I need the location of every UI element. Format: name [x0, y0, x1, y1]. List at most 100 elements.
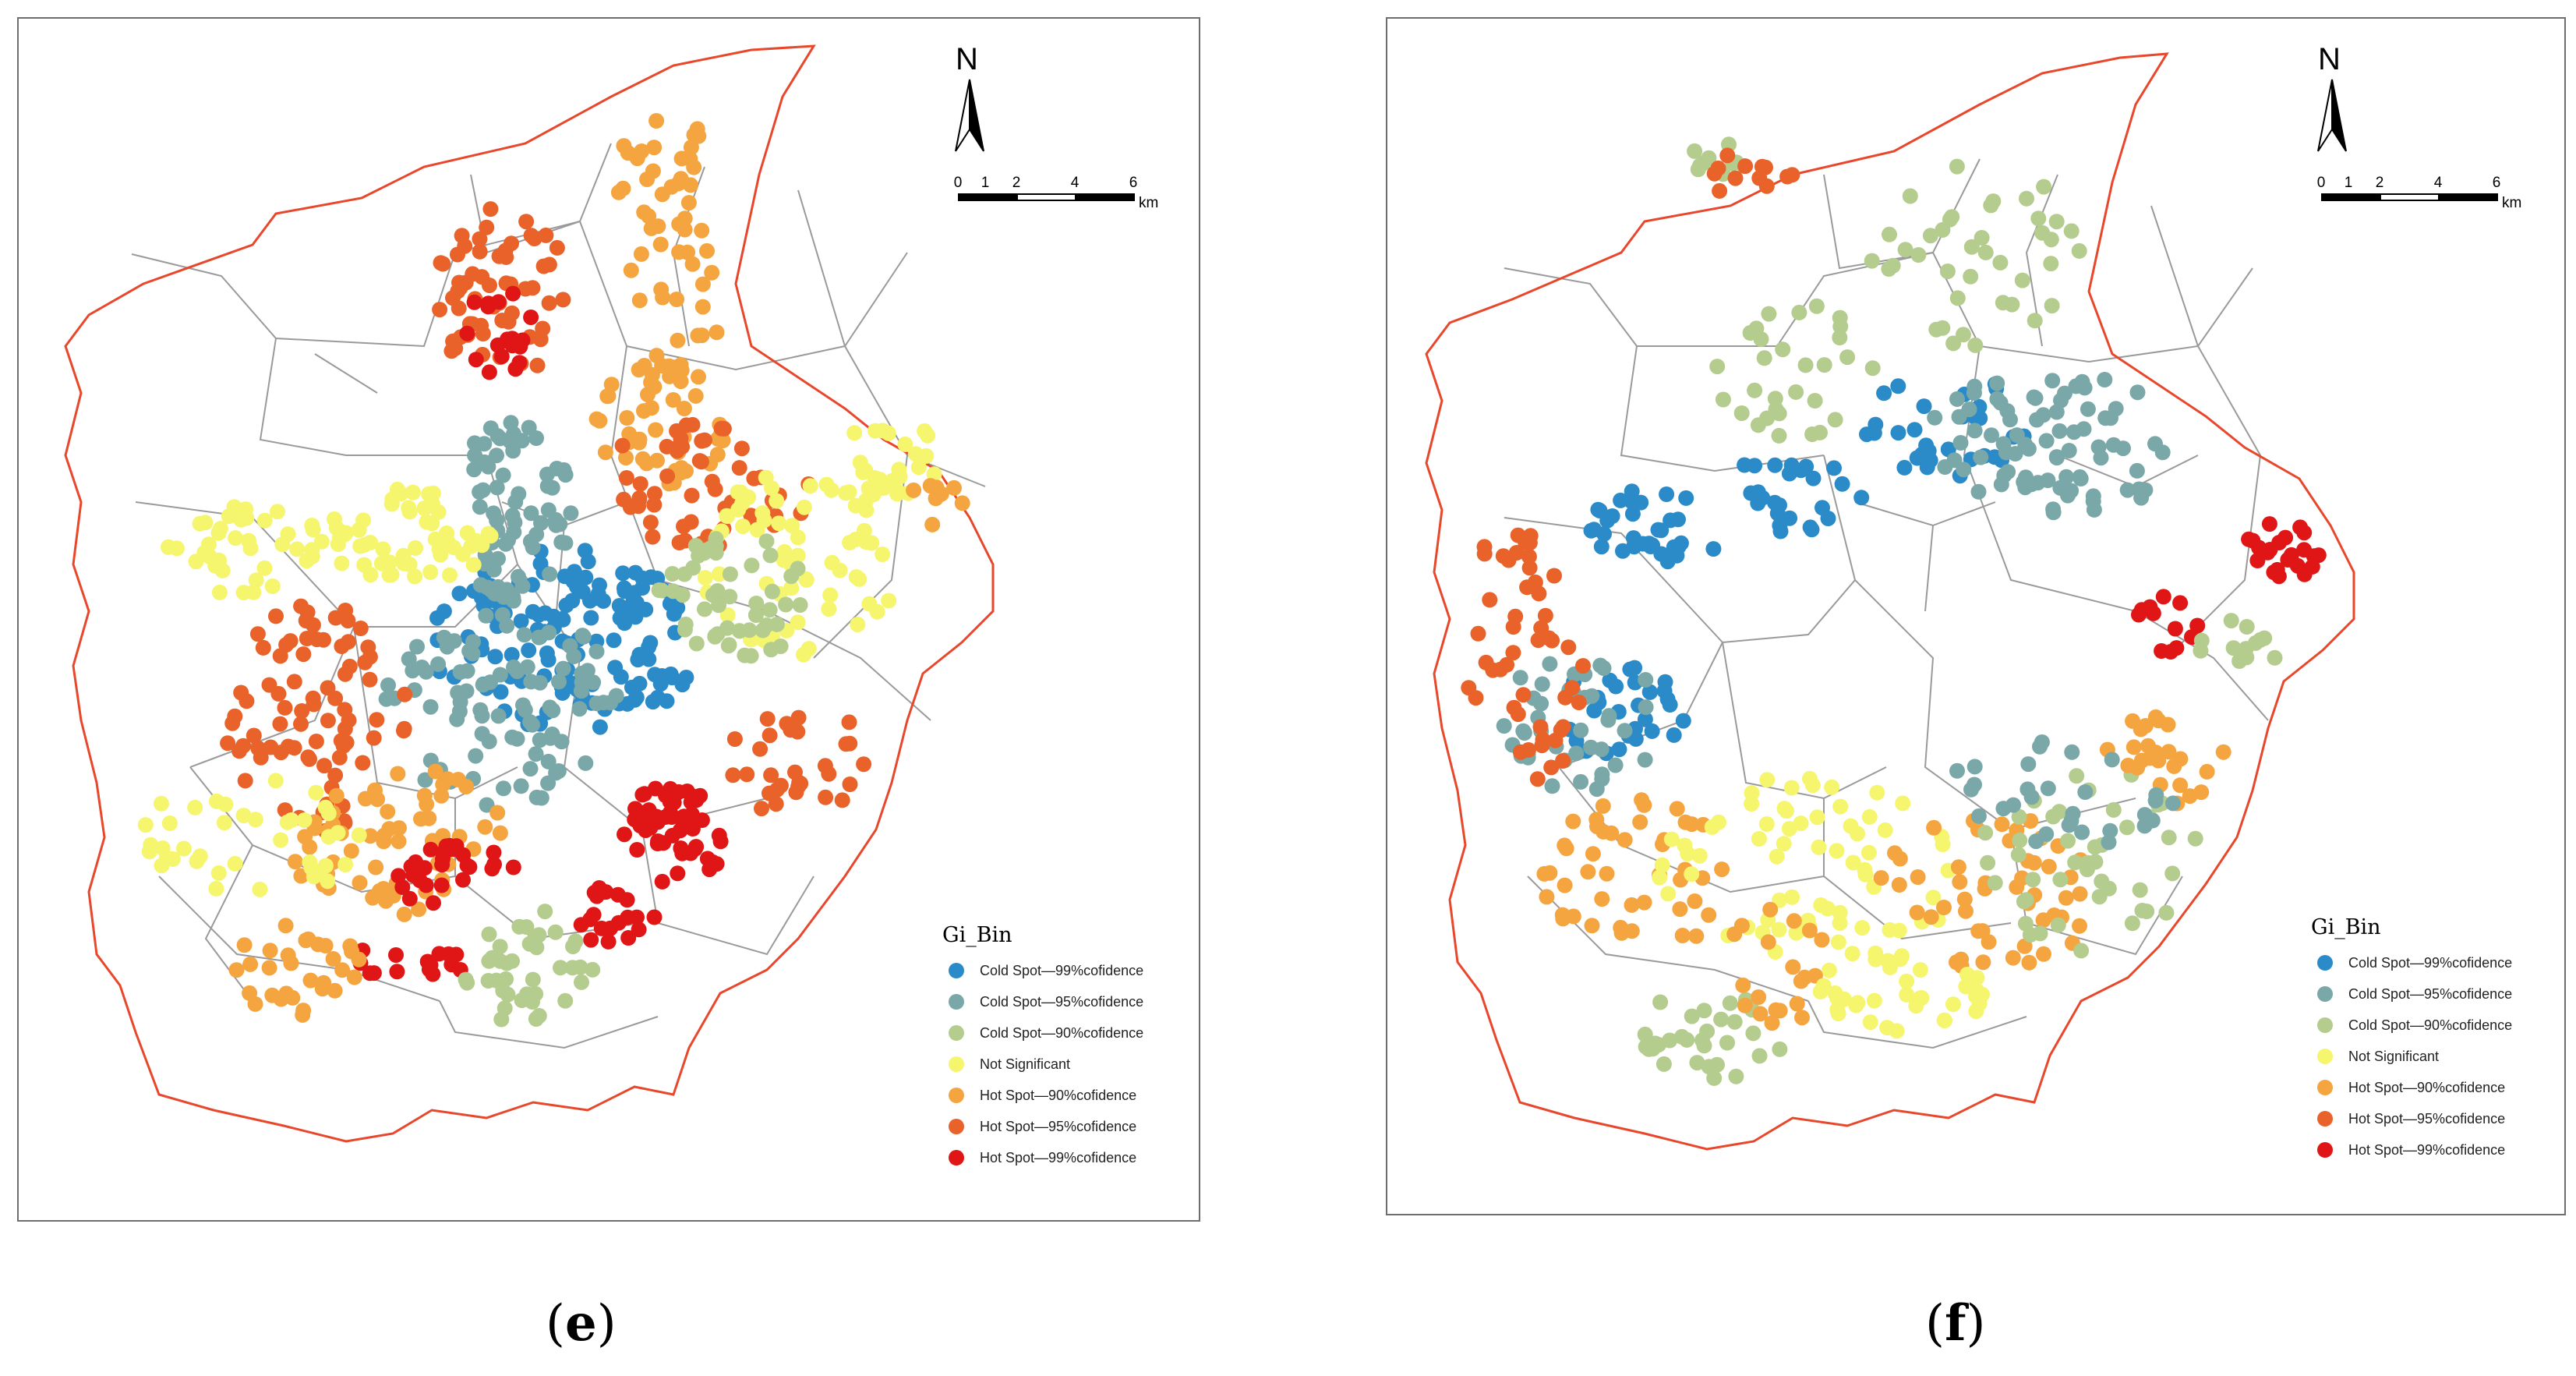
- spot-point-ns: [1880, 953, 1896, 969]
- spot-point-ns: [1832, 915, 1848, 932]
- spot-point-cold99: [1615, 543, 1631, 559]
- spot-point-cold99: [1627, 730, 1644, 747]
- spot-point-hot90: [597, 444, 613, 461]
- spot-point-cold95: [533, 515, 549, 531]
- spot-point-hot90: [1594, 891, 1610, 907]
- spot-point-hot99: [684, 788, 701, 805]
- spot-point-cold90: [1832, 310, 1848, 326]
- spot-point-hot95: [227, 708, 243, 724]
- spot-point-hot90: [924, 516, 941, 532]
- spot-point-ns: [1821, 962, 1837, 978]
- spot-point-cold95: [2136, 807, 2153, 823]
- spot-point-cold90: [764, 583, 780, 600]
- spot-point-ns: [784, 518, 800, 534]
- spot-point-hot95: [396, 720, 412, 737]
- spot-point-cold99: [1705, 541, 1722, 557]
- spot-point-ns: [252, 881, 268, 897]
- spot-point-cold99: [678, 670, 694, 685]
- scale-tick: 4: [1070, 175, 1080, 191]
- spot-point-cold99: [1624, 483, 1640, 500]
- spot-point-cold99: [592, 719, 608, 735]
- spot-point-hot90: [676, 401, 692, 416]
- spot-point-hot90: [2161, 744, 2177, 760]
- spot-point-hot90: [1892, 851, 1908, 867]
- spot-point-cold99: [615, 565, 631, 582]
- spot-point-ns: [910, 459, 927, 476]
- spot-point-hot95: [309, 631, 325, 648]
- spot-point-hot90: [1589, 819, 1605, 835]
- legend-item-hot90: Hot Spot—90%cofidence: [2311, 1072, 2512, 1103]
- spot-point-cold95: [2154, 444, 2171, 461]
- spot-point-ns: [719, 607, 736, 623]
- spot-point-hot95: [435, 256, 451, 272]
- spot-point-cold99: [546, 608, 562, 624]
- spot-point-hot95: [491, 248, 507, 264]
- spot-point-cold95: [525, 539, 541, 556]
- legend-item-cold95: Cold Spot—95%cofidence: [2311, 978, 2512, 1010]
- spot-point-ns: [1759, 772, 1776, 788]
- spot-point-ns: [1850, 826, 1865, 842]
- spot-point-cold90: [1687, 143, 1703, 159]
- spot-point-ns: [1769, 848, 1785, 865]
- spot-point-cold95: [2048, 404, 2065, 420]
- spot-point-cold99: [631, 675, 648, 692]
- spot-point-cold90: [748, 596, 765, 611]
- spot-point-cold95: [1949, 391, 1965, 407]
- spot-point-cold90: [747, 607, 764, 623]
- spot-point-ns: [317, 858, 334, 874]
- spot-point-cold90: [2158, 904, 2175, 921]
- legend-item-ns: Not Significant: [942, 1049, 1143, 1080]
- spot-point-ns: [235, 808, 252, 824]
- spot-point-cold99: [1767, 494, 1783, 511]
- legend-item-cold99: Cold Spot—99%cofidence: [942, 955, 1143, 986]
- spot-point-cold90: [2043, 232, 2059, 248]
- spot-point-ns: [216, 815, 232, 831]
- spot-point-hot90: [1674, 928, 1691, 943]
- spot-point-hot95: [697, 432, 712, 448]
- spot-point-hot90: [492, 825, 508, 841]
- spot-point-ns: [889, 486, 906, 502]
- north-label: N: [2318, 42, 2341, 76]
- spot-point-cold90: [565, 939, 581, 954]
- spot-point-hot90: [928, 490, 944, 507]
- spot-point-hot99: [658, 787, 673, 804]
- spot-point-hot99: [388, 947, 404, 963]
- spot-point-cold95: [2002, 412, 2018, 428]
- spot-point-cold90: [1967, 337, 1984, 353]
- spot-point-hot99: [654, 873, 670, 890]
- spot-point-hot90: [261, 960, 277, 976]
- spot-point-hot90: [343, 843, 359, 859]
- spot-point-cold99: [1802, 519, 1818, 536]
- spot-point-cold95: [522, 761, 539, 777]
- spot-point-hot99: [662, 805, 678, 821]
- spot-point-hot90: [2005, 950, 2021, 966]
- spot-point-cold95: [2080, 401, 2096, 417]
- spot-point-cold95: [1638, 699, 1654, 716]
- spot-point-cold99: [1593, 539, 1610, 555]
- spot-point-ns: [442, 567, 458, 583]
- scale-bar: 0 1 2 4 6 km: [950, 175, 1176, 221]
- spot-point-hot95: [739, 766, 755, 783]
- spot-point-cold90: [557, 992, 574, 1009]
- spot-point-cold95: [2077, 784, 2094, 800]
- spot-point-ns: [221, 508, 237, 525]
- spot-point-cold90: [2010, 847, 2027, 863]
- spot-point-cold95: [1496, 718, 1512, 734]
- spot-point-cold90: [688, 635, 705, 652]
- spot-point-cold90: [1949, 158, 1965, 175]
- spot-point-hot90: [458, 779, 475, 794]
- spot-point-hot90: [634, 451, 651, 467]
- spot-point-cold90: [459, 975, 475, 991]
- spot-point-hot90: [686, 127, 702, 143]
- spot-point-hot90: [1714, 861, 1730, 878]
- spot-point-cold95: [528, 789, 545, 805]
- spot-point-hot90: [619, 410, 635, 426]
- spot-point-ns: [1877, 822, 1893, 838]
- spot-point-hot99: [505, 859, 521, 875]
- spot-point-hot95: [263, 739, 279, 755]
- spot-point-cold95: [486, 505, 502, 522]
- spot-point-hot99: [620, 930, 637, 946]
- spot-point-cold99: [1793, 462, 1809, 479]
- spot-point-cold95: [516, 627, 532, 643]
- spot-point-cold90: [528, 939, 545, 956]
